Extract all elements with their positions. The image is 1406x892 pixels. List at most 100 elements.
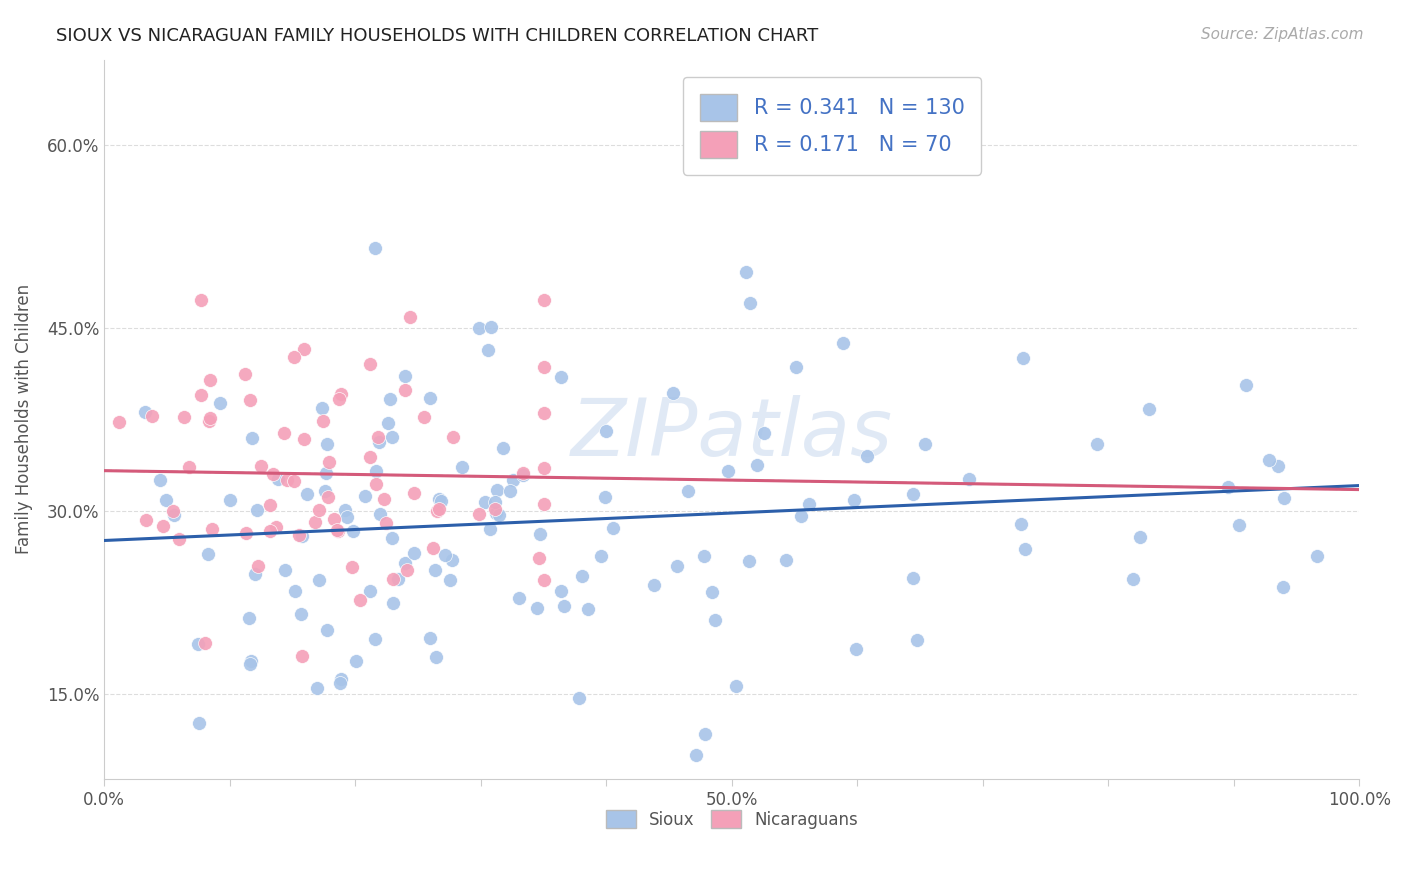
Text: SIOUX VS NICARAGUAN FAMILY HOUSEHOLDS WITH CHILDREN CORRELATION CHART: SIOUX VS NICARAGUAN FAMILY HOUSEHOLDS WI… [56, 27, 818, 45]
Point [550, 369, 572, 384]
Point [274, 563, 297, 577]
Point [1087, 437, 1109, 451]
Point [394, 556, 416, 570]
Point [1234, 378, 1257, 392]
Point [312, 414, 335, 428]
Point [316, 437, 339, 451]
Point [380, 430, 402, 444]
Point [276, 474, 298, 488]
Point [427, 491, 450, 506]
Point [394, 384, 416, 398]
Point [484, 494, 506, 508]
Point [512, 467, 534, 481]
Point [957, 472, 980, 486]
Point [374, 516, 396, 531]
Point [292, 432, 315, 446]
Point [344, 654, 367, 668]
Point [1010, 517, 1032, 532]
Point [571, 568, 593, 582]
Point [308, 503, 330, 517]
Point [243, 567, 266, 582]
Point [333, 503, 356, 517]
Point [380, 532, 402, 546]
Point [427, 502, 450, 516]
Point [340, 560, 363, 574]
Point [441, 430, 464, 444]
Point [468, 320, 491, 334]
Point [328, 392, 350, 407]
Point [426, 504, 449, 518]
Point [1267, 458, 1289, 473]
Point [314, 483, 336, 498]
Point [246, 502, 269, 516]
Point [297, 487, 319, 501]
Point [218, 492, 240, 507]
Point [163, 508, 186, 522]
Point [1227, 518, 1250, 533]
Point [377, 416, 399, 430]
Point [785, 360, 807, 375]
Point [905, 633, 928, 648]
Point [292, 342, 315, 356]
Point [239, 657, 262, 672]
Point [149, 473, 172, 487]
Point [359, 584, 381, 599]
Point [903, 486, 925, 500]
Point [433, 548, 456, 562]
Point [387, 572, 409, 586]
Point [342, 524, 364, 539]
Point [1306, 549, 1329, 563]
Point [591, 549, 613, 563]
Point [238, 611, 260, 625]
Point [155, 492, 177, 507]
Point [152, 519, 174, 533]
Point [187, 636, 209, 650]
Point [316, 490, 339, 504]
Point [725, 679, 748, 693]
Point [665, 559, 688, 574]
Point [135, 513, 157, 527]
Point [595, 424, 617, 438]
Point [329, 386, 352, 401]
Point [775, 552, 797, 566]
Point [273, 425, 295, 440]
Point [703, 613, 725, 627]
Y-axis label: Family Households with Children: Family Households with Children [15, 285, 32, 554]
Point [479, 522, 502, 536]
Point [235, 525, 257, 540]
Text: ZIPatlas: ZIPatlas [571, 394, 893, 473]
Point [381, 596, 404, 610]
Point [359, 358, 381, 372]
Point [529, 526, 551, 541]
Point [568, 690, 591, 705]
Point [240, 432, 263, 446]
Point [602, 521, 624, 535]
Point [197, 547, 219, 561]
Point [190, 388, 212, 402]
Point [790, 508, 813, 523]
Point [422, 541, 444, 556]
Point [439, 573, 461, 587]
Point [676, 483, 699, 498]
Point [499, 484, 522, 499]
Point [396, 563, 419, 577]
Point [394, 369, 416, 384]
Point [419, 391, 441, 405]
Point [1012, 351, 1035, 365]
Point [441, 553, 464, 567]
Point [685, 747, 707, 762]
Point [328, 524, 350, 538]
Point [901, 571, 924, 585]
Point [315, 466, 337, 480]
Point [754, 425, 776, 440]
Point [533, 359, 555, 374]
Point [187, 715, 209, 730]
Point [167, 532, 190, 546]
Point [738, 296, 761, 310]
Point [368, 435, 391, 450]
Point [322, 512, 344, 526]
Point [190, 293, 212, 307]
Point [842, 493, 865, 508]
Point [382, 572, 405, 586]
Point [283, 474, 305, 488]
